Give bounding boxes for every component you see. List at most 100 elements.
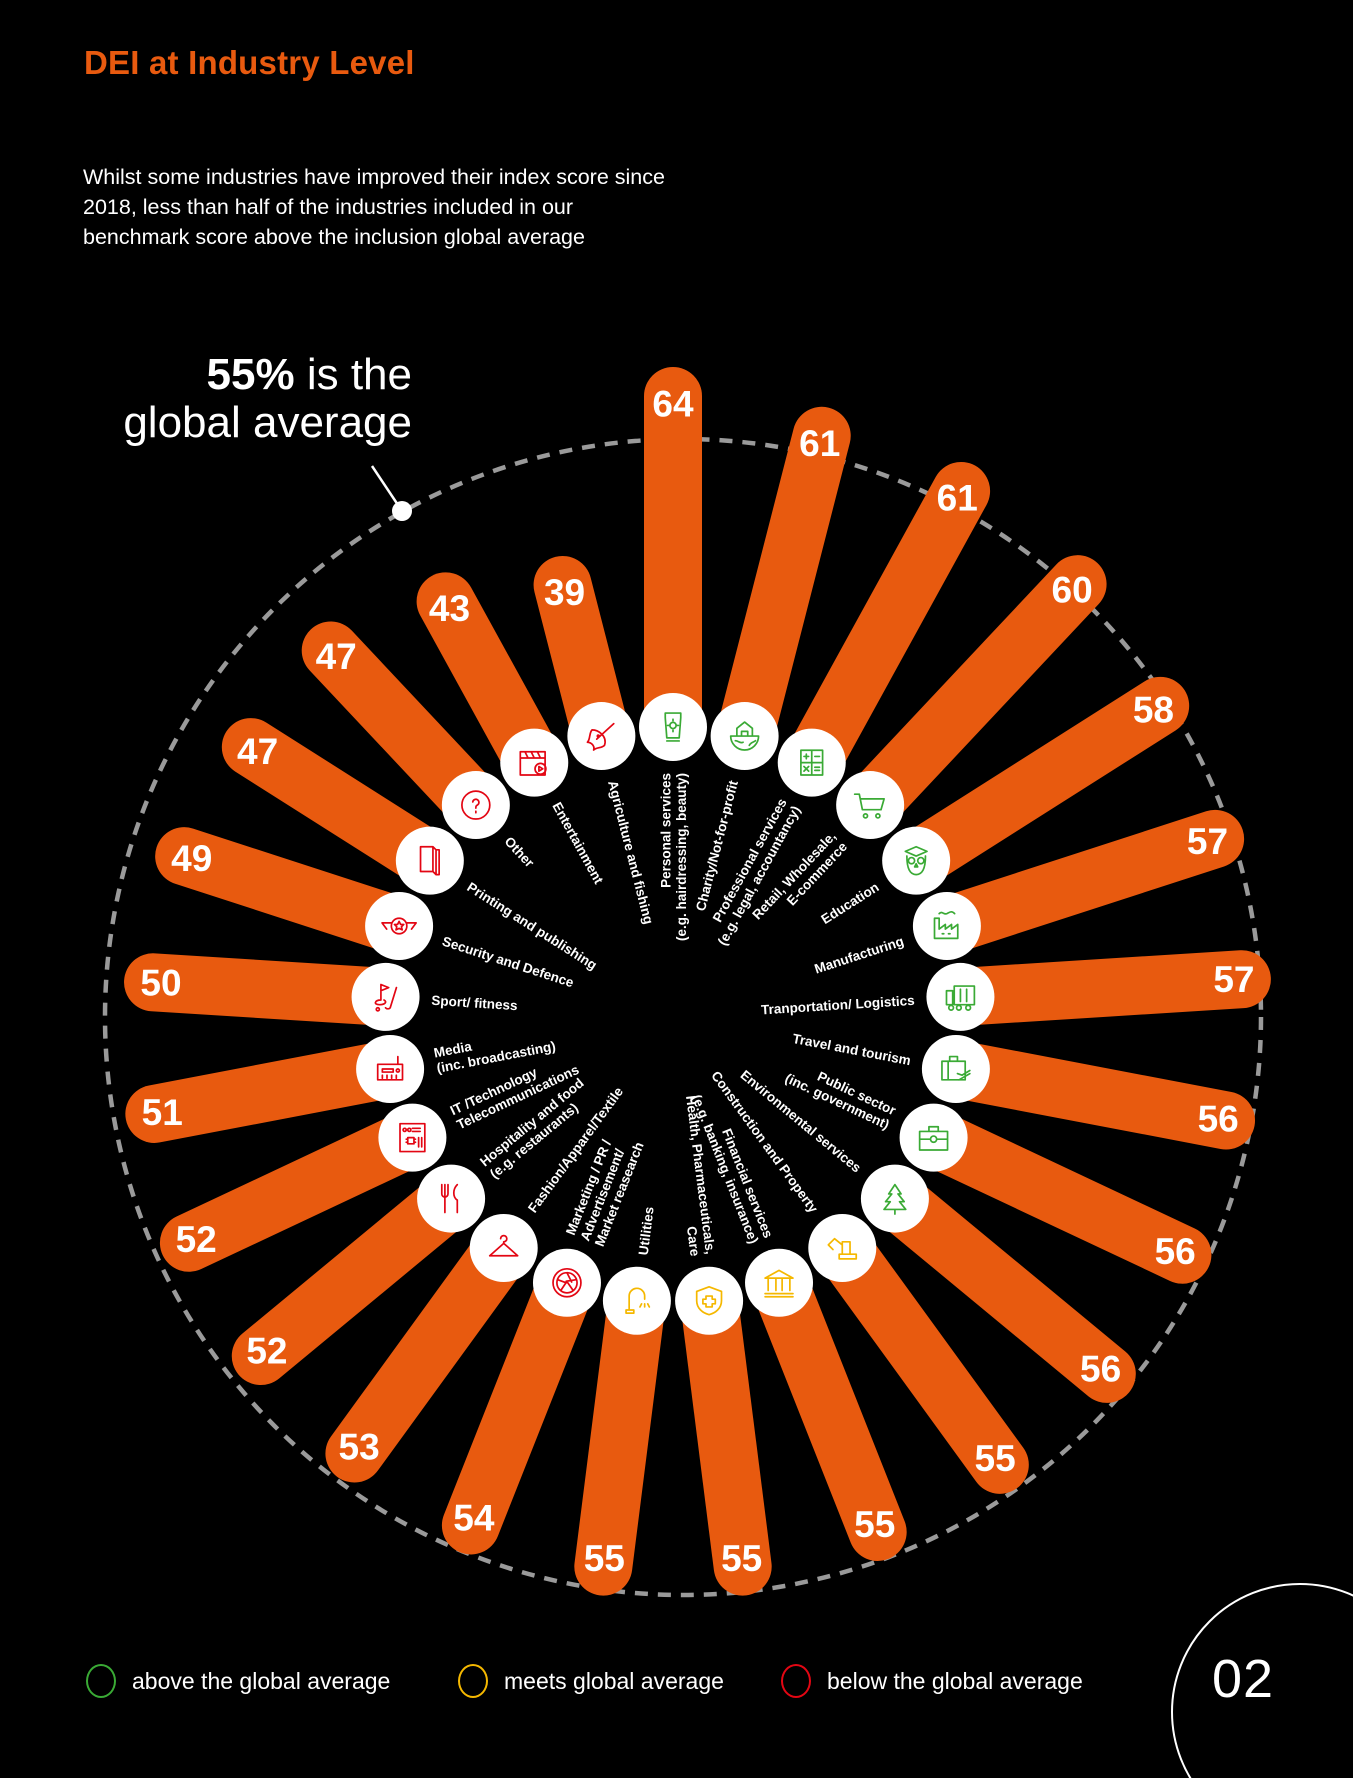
legend-label: above the global average bbox=[132, 1667, 391, 1694]
category-label-education: Education bbox=[818, 879, 881, 927]
bar-environmental-services bbox=[876, 1176, 1136, 1403]
calculator-icon bbox=[777, 728, 846, 797]
icon-background bbox=[860, 1164, 929, 1233]
clothes-hanger-icon-glyph bbox=[488, 1234, 519, 1257]
value-label-retail-wholesale-e-commerce: 60 bbox=[1052, 570, 1093, 611]
value-label-manufacturing: 57 bbox=[1187, 821, 1228, 862]
value-label-fashion-apparel-textile: 53 bbox=[339, 1427, 380, 1468]
category-labels: Personal services(e.g. hairdressing, bea… bbox=[431, 773, 915, 1258]
icon-background bbox=[417, 1164, 486, 1233]
excavator-icon-glyph bbox=[827, 1237, 858, 1260]
category-label-agriculture-and-fishing: Agriculture and fishing bbox=[605, 779, 656, 926]
bar-financial-services-e-g-banking-insurance bbox=[752, 1272, 907, 1561]
value-label-agriculture-and-fishing: 39 bbox=[544, 572, 585, 613]
value-label-education: 58 bbox=[1133, 690, 1174, 731]
owl-graduate-icon-glyph bbox=[904, 845, 928, 876]
bar-public-sector-inc-government bbox=[921, 1111, 1212, 1284]
page-title: DEI at Industry Level bbox=[84, 44, 415, 81]
value-label-entertainment: 43 bbox=[429, 588, 470, 629]
bar-health-pharmaceuticals-care bbox=[680, 1297, 772, 1596]
luggage-plane-icon-glyph bbox=[941, 1055, 971, 1081]
bar-printing-and-publishing bbox=[221, 718, 446, 886]
icon-background bbox=[365, 892, 434, 961]
bar-entertainment bbox=[416, 572, 560, 777]
value-label-printing-and-publishing: 47 bbox=[237, 731, 278, 772]
golf-icon-glyph bbox=[374, 983, 398, 1012]
value-label-professional-services-e-g-legal-accountancy: 61 bbox=[937, 477, 978, 518]
intro-text: Whilst some industries have improved the… bbox=[83, 165, 665, 249]
bar-education bbox=[900, 676, 1190, 886]
category-label-line: Entertainment bbox=[549, 800, 606, 887]
global-average-annotation: 55% is the global average bbox=[123, 350, 412, 521]
bar-it-technology-telecommunications bbox=[159, 1111, 425, 1272]
golf-icon bbox=[351, 962, 420, 1031]
legend-item-meets: meets global average bbox=[458, 1664, 724, 1698]
bar-utilities bbox=[574, 1297, 666, 1596]
annotation-line-2: global average bbox=[123, 398, 412, 447]
legend-label: below the global average bbox=[827, 1667, 1083, 1694]
category-label-line: Care bbox=[684, 1225, 703, 1257]
bars bbox=[124, 367, 1271, 1596]
category-label-line: Manufacturing bbox=[813, 934, 906, 977]
legend-label: meets global average bbox=[504, 1667, 724, 1694]
legend-item-above: above the global average bbox=[86, 1664, 390, 1698]
water-tap-icon-glyph bbox=[625, 1287, 651, 1314]
value-label-marketing-pr-advertisement-market-reasearch: 54 bbox=[453, 1498, 495, 1539]
category-label-line: Utilities bbox=[636, 1206, 657, 1256]
clapperboard-icon bbox=[500, 728, 569, 797]
category-label-line: Agriculture and fishing bbox=[605, 779, 656, 926]
value-label-public-sector-inc-government: 56 bbox=[1155, 1231, 1196, 1272]
legend-red-circle-icon bbox=[781, 1664, 811, 1698]
bar-retail-wholesale-e-commerce bbox=[849, 555, 1107, 825]
category-label-personal-services-e-g-hairdressing-beauty: Personal services(e.g. hairdressing, bea… bbox=[658, 773, 689, 941]
value-label-construction-and-property: 55 bbox=[975, 1438, 1016, 1479]
winged-star-icon bbox=[365, 892, 434, 961]
winged-star-icon-glyph bbox=[381, 917, 417, 935]
calculator-icon-glyph bbox=[800, 749, 824, 776]
bar-fashion-apparel-textile bbox=[325, 1230, 528, 1483]
category-label-sport-fitness: Sport/ fitness bbox=[431, 993, 518, 1013]
value-labels: 64 61 61 60 58 57 57 56 56 56 55 55 55 55 54 53 52 52 51 50… bbox=[140, 384, 1254, 1580]
fish-icon-glyph bbox=[586, 722, 615, 751]
bar-personal-services-e-g-hairdressing-beauty bbox=[644, 367, 702, 727]
value-label-it-technology-telecommunications: 52 bbox=[176, 1219, 217, 1260]
icon-background bbox=[745, 1248, 814, 1317]
shopping-cart-icon-glyph bbox=[853, 793, 885, 819]
annotation-bold: 55% bbox=[207, 350, 295, 399]
icon-background bbox=[882, 826, 951, 895]
legend-yellow-circle-icon bbox=[458, 1664, 488, 1698]
icon-background bbox=[899, 1103, 968, 1172]
value-label-financial-services-e-g-banking-insurance: 55 bbox=[854, 1504, 895, 1545]
book-icon bbox=[395, 826, 464, 895]
bar-security-and-defence bbox=[155, 827, 409, 954]
category-label-line: Travel and tourism bbox=[791, 1031, 912, 1068]
category-label-line: Tranportation/ Logistics bbox=[761, 993, 915, 1018]
value-label-utilities: 55 bbox=[584, 1538, 625, 1579]
bar-tranportation-logistics bbox=[958, 950, 1271, 1026]
category-label-line: (e.g. hairdressing, beauty) bbox=[674, 773, 689, 941]
value-label-hospitality-and-food-e-g-restaurants: 52 bbox=[246, 1330, 287, 1371]
icon-background bbox=[921, 1034, 990, 1103]
bank-icon-glyph bbox=[764, 1269, 794, 1298]
bar-travel-and-tourism bbox=[950, 1040, 1256, 1150]
circuit-board-icon-glyph bbox=[399, 1122, 426, 1153]
icon-background bbox=[675, 1266, 744, 1335]
icon-background bbox=[602, 1266, 671, 1335]
category-label-travel-and-tourism: Travel and tourism bbox=[791, 1031, 912, 1068]
circuit-board-icon bbox=[378, 1103, 447, 1172]
value-label-charity-not-for-profit: 61 bbox=[799, 423, 840, 464]
category-label-line: Sport/ fitness bbox=[431, 993, 518, 1013]
bar-hospitality-and-food-e-g-restaurants bbox=[231, 1176, 470, 1385]
bar-other bbox=[301, 621, 497, 825]
bar-charity-not-for-profit bbox=[716, 406, 851, 744]
tree-icon bbox=[860, 1164, 929, 1233]
fork-knife-icon bbox=[417, 1164, 486, 1233]
clapperboard-icon-glyph bbox=[519, 750, 547, 776]
annotation-rest: is the bbox=[295, 350, 412, 399]
category-label-tranportation-logistics: Tranportation/ Logistics bbox=[761, 993, 915, 1018]
truck-icon-glyph bbox=[945, 985, 976, 1011]
clothes-hanger-icon bbox=[469, 1213, 538, 1282]
value-label-security-and-defence: 49 bbox=[171, 838, 212, 879]
annotation-line-1: 55% is the bbox=[207, 350, 412, 399]
